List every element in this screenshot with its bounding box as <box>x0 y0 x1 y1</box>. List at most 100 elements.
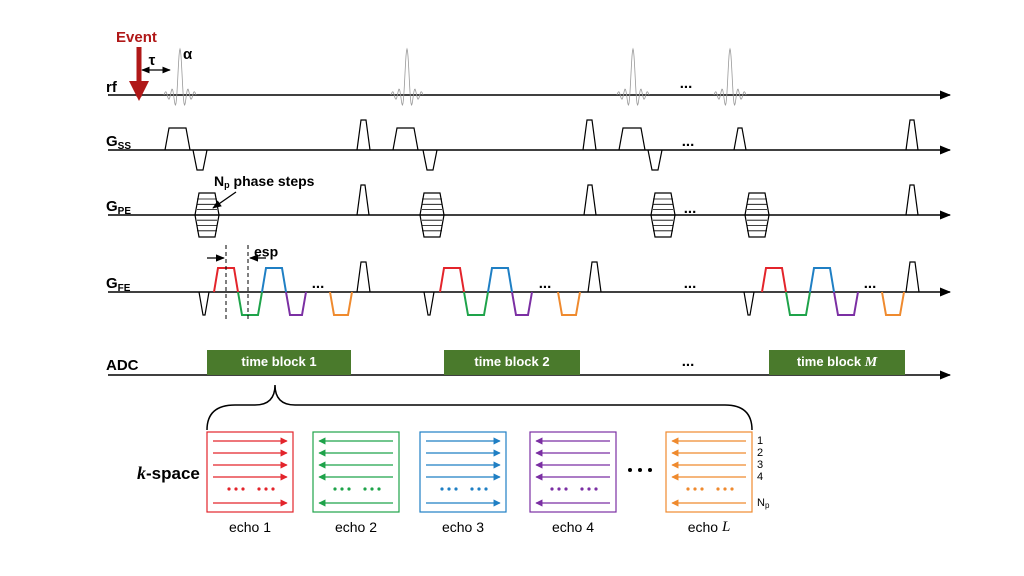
readout-gradient <box>833 291 859 316</box>
readout-gradient <box>439 267 465 293</box>
kspace-dot <box>470 487 474 491</box>
phase-arrow <box>212 191 237 209</box>
text: echo 2 <box>335 519 377 535</box>
kspace-dot <box>587 487 591 491</box>
gradient <box>423 291 435 316</box>
gradient <box>392 127 419 151</box>
g: G <box>106 275 118 292</box>
readout-gradient <box>329 291 353 316</box>
kspace-dot <box>693 487 697 491</box>
rf-pulse <box>163 47 197 106</box>
ellipsis: ... <box>682 353 695 370</box>
line-number: 2 <box>757 447 763 459</box>
gradient <box>743 291 755 316</box>
text: time block 1 <box>241 354 316 369</box>
ellipsis: ... <box>684 275 697 292</box>
rf-pulse <box>616 47 650 106</box>
kspace-dot <box>340 487 344 491</box>
event-label: Event <box>116 29 157 46</box>
ellipsis: ... <box>682 133 695 150</box>
rest: -space <box>146 464 200 483</box>
kspace-dot <box>377 487 381 491</box>
gradient <box>198 291 210 316</box>
n: N <box>214 173 224 189</box>
kspace-box <box>529 431 617 513</box>
time-block-label: time block 1 <box>241 354 316 369</box>
time-block-label: time block M <box>797 354 878 370</box>
kspace-dot <box>271 487 275 491</box>
readout-gradient <box>511 291 533 316</box>
readout-gradient <box>487 267 513 293</box>
adc-block <box>769 350 905 375</box>
var: L <box>721 519 730 535</box>
echo-label: echo 2 <box>335 519 377 535</box>
gradient <box>356 261 371 293</box>
phase-steps-label: Np phase steps <box>214 173 315 191</box>
sub: SS <box>118 141 132 152</box>
kspace-dot <box>730 487 734 491</box>
time-block-label: time block 2 <box>474 354 549 369</box>
phase-table <box>194 192 220 238</box>
ellipsis: ... <box>539 275 552 292</box>
esp-label: esp <box>254 244 278 260</box>
phase-table <box>650 192 676 238</box>
shapes: .................. ...... time block 1 time… <box>108 47 952 536</box>
sub: PE <box>118 206 132 217</box>
text: echo 4 <box>552 519 594 535</box>
kspace-dot <box>723 487 727 491</box>
kspace-dot <box>716 487 720 491</box>
gradient <box>905 261 920 293</box>
gap-dot <box>648 468 652 472</box>
ellipsis: ... <box>684 200 697 217</box>
gradient <box>582 119 597 151</box>
line-number: Np <box>757 497 770 510</box>
gradient <box>618 127 646 151</box>
kspace-dot <box>484 487 488 491</box>
kspace-box <box>206 431 294 513</box>
kspace-dot <box>580 487 584 491</box>
gap-dot <box>638 468 642 472</box>
adc-label: ADC <box>106 357 139 374</box>
k: k <box>137 463 146 483</box>
gss-label: GSS <box>106 133 131 152</box>
g: G <box>106 198 118 215</box>
line-number: 3 <box>757 459 763 471</box>
rf-pulse <box>390 47 424 106</box>
gpe-label: GPE <box>106 198 131 217</box>
n: N <box>757 497 765 509</box>
readout-gradient <box>557 291 581 316</box>
gradient <box>164 127 191 151</box>
kspace-dot <box>440 487 444 491</box>
gradient <box>422 149 438 171</box>
line-number: 4 <box>757 471 763 483</box>
kspace-dot <box>550 487 554 491</box>
text: echo <box>688 519 722 535</box>
echo-label: echo 3 <box>442 519 484 535</box>
gfe-label: GFE <box>106 275 131 294</box>
rf-label: rf <box>106 79 118 96</box>
echo-label: echo L <box>688 519 731 536</box>
rf-pulse <box>713 47 747 106</box>
kspace-dot <box>564 487 568 491</box>
kspace-dot <box>477 487 481 491</box>
readout-gradient <box>881 291 905 316</box>
kspace-dot <box>234 487 238 491</box>
kspace-dot <box>227 487 231 491</box>
kspace-dot <box>363 487 367 491</box>
readout-gradient <box>809 267 835 293</box>
gradient <box>356 184 370 216</box>
gradient <box>647 149 663 171</box>
gradient <box>192 149 208 171</box>
gradient <box>905 119 919 151</box>
var: M <box>864 355 878 370</box>
ellipsis: ... <box>312 275 325 292</box>
readout-gradient <box>261 267 287 293</box>
readout-gradient <box>285 291 307 316</box>
kspace-dot <box>264 487 268 491</box>
alpha-label: α <box>183 46 193 63</box>
phase-table <box>419 192 445 238</box>
text: time block <box>797 354 865 369</box>
sub: FE <box>118 283 131 294</box>
